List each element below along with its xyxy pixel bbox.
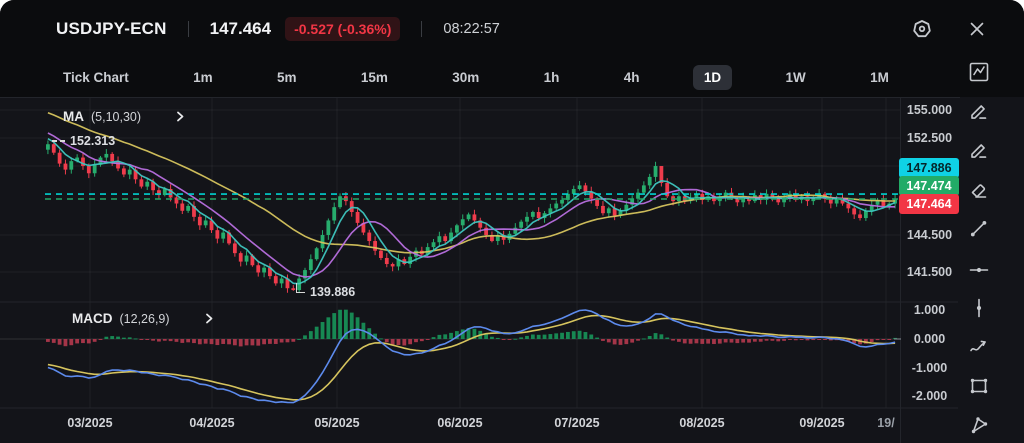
symbol-name: USDJPY-ECN [56,19,167,38]
trend-line-icon [970,221,987,237]
eraser-tool[interactable] [959,173,999,207]
timeframe-1m-month[interactable]: 1M [859,65,900,90]
divider [187,21,189,37]
draw-marker-tool[interactable] [959,133,999,167]
close-icon [970,22,984,36]
dash-marker [52,140,65,142]
timeframe-1m[interactable]: 1m [182,65,224,90]
polygon-tool[interactable] [959,409,999,443]
high-level-badge: 147.886 [899,158,959,178]
header-bar: USDJPY-ECN 147.464 -0.527 (-0.36%) 08:22… [0,0,1024,58]
timeframe-15m[interactable]: 15m [350,65,399,90]
polygon-icon [971,417,988,434]
chart-canvas[interactable] [0,0,960,443]
mid-level-badge: 147.474 [899,176,959,196]
ma-indicator-legend[interactable]: MA (5,10,30) [63,109,186,124]
eraser-icon [971,184,987,198]
macd-tick: 1.000 [913,303,946,317]
last-price-badge: 147.464 [899,194,959,214]
chevron-right-icon [203,312,215,325]
clock: 08:22:57 [443,21,500,37]
price-tick: 155.000 [906,103,953,117]
wave-arrow-icon [970,340,986,352]
gear-icon [913,20,931,38]
chart-style-tool[interactable] [959,55,999,89]
timeframe-30m[interactable]: 30m [441,65,490,90]
pencil-icon [971,105,987,119]
horizontal-line-tool[interactable] [959,253,999,287]
macd-params: (12,26,9) [119,311,170,326]
swing-high-label: 152.313 [52,134,115,148]
wave-arrow-tool[interactable] [959,330,999,364]
macd-indicator-legend[interactable]: MACD (12,26,9) [72,311,215,326]
draw-pencil-tool[interactable] [959,94,999,128]
trend-line-tool[interactable] [959,212,999,246]
last-price: 147.464 [209,19,272,38]
ma-params: (5,10,30) [91,109,142,124]
price-change-badge: -0.527 (-0.36%) [285,17,401,41]
macd-tick: -1.000 [911,361,948,375]
timeframe-5m[interactable]: 5m [266,65,308,90]
timeframe-1h[interactable]: 1h [533,65,571,90]
settings-button[interactable] [904,11,940,47]
rectangle-tool[interactable] [959,369,999,403]
price-tick: 144.500 [906,228,953,242]
ma-name: MA [63,109,84,124]
horizontal-line-icon [969,267,989,273]
elbow-marker [296,283,305,293]
macd-tick: -2.000 [911,389,948,403]
marker-pen-icon [971,144,987,158]
timeframe-1w[interactable]: 1W [775,65,817,90]
price-axis[interactable]: 155.000 152.500 144.500 141.500 147.886 … [899,0,959,443]
close-button[interactable] [959,11,995,47]
vertical-line-tool[interactable] [959,291,999,325]
vertical-line-icon [976,298,982,318]
timeframe-bar: Tick Chart 1m 5m 15m 30m 1h 4h 1D 1W 1M [0,58,1024,97]
macd-tick: 0.000 [913,332,946,346]
macd-name: MACD [72,311,113,326]
timeframe-tick-chart[interactable]: Tick Chart [52,65,140,90]
price-tick: 152.500 [906,131,953,145]
timeframe-1d[interactable]: 1D [692,65,733,90]
divider [421,21,423,37]
line-chart-icon [969,62,989,82]
swing-low-label: 139.886 [296,283,355,299]
chevron-right-icon [174,110,186,123]
timeframe-4h[interactable]: 4h [613,65,651,90]
rectangle-icon [970,378,988,394]
price-tick: 141.500 [906,265,953,279]
